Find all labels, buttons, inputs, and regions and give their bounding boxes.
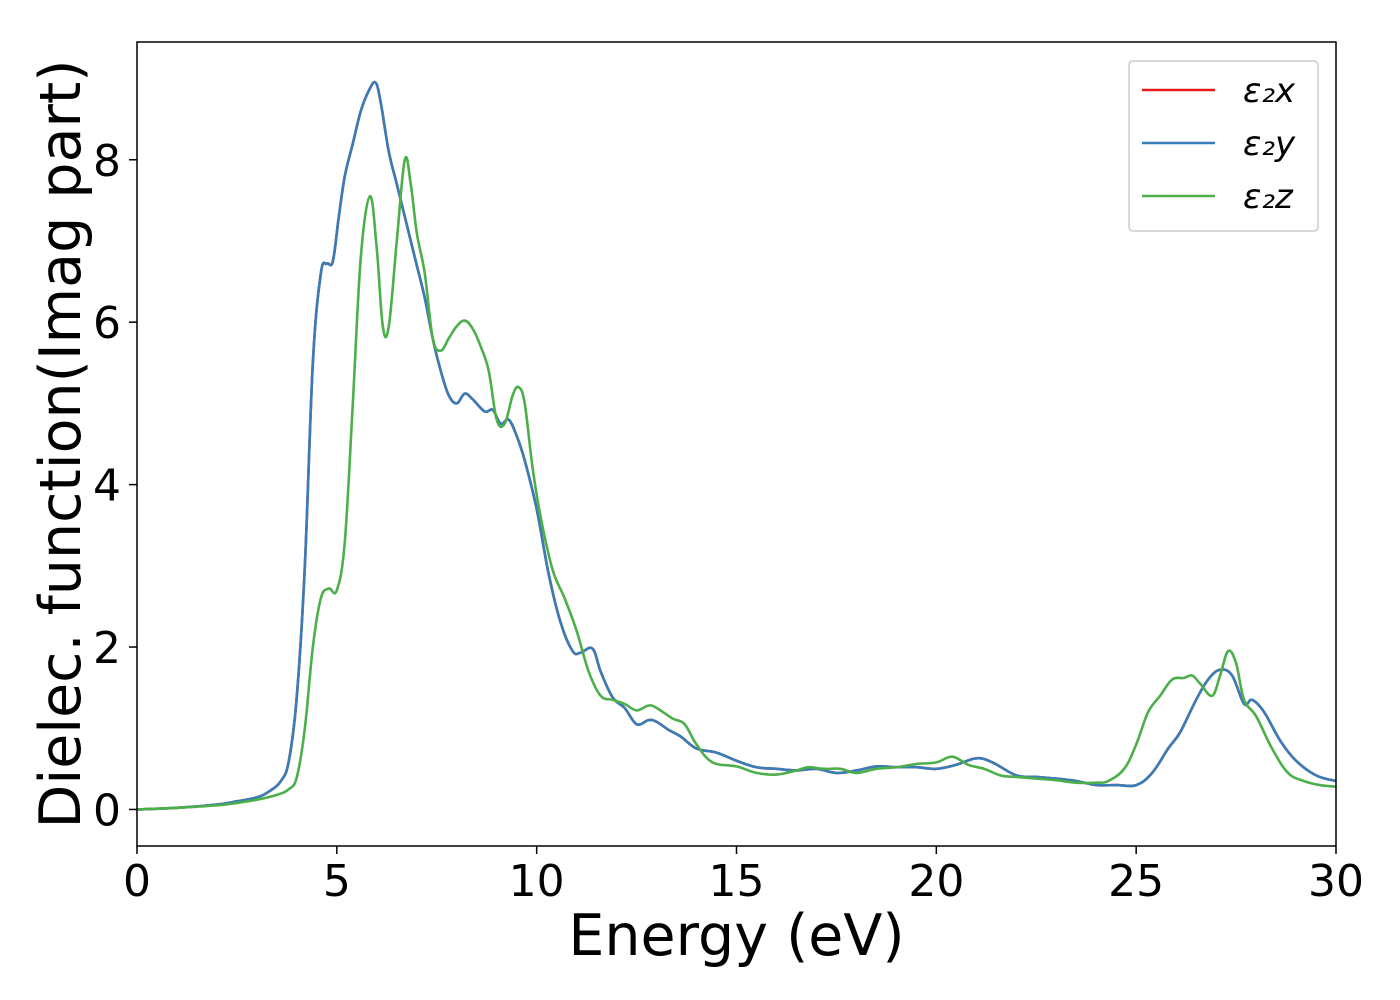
series-line-2 — [137, 80, 1336, 811]
x-tick-label: 25 — [1108, 856, 1164, 907]
y-axis-label: Dielec. function(Imag part) — [28, 59, 94, 828]
x-tick-label: 10 — [509, 856, 565, 907]
y-tick-label: 0 — [93, 785, 121, 836]
x-tick-label: 5 — [323, 856, 351, 907]
legend-label: ε₂y — [1243, 124, 1296, 164]
legend-box — [1128, 60, 1319, 232]
y-tick-label: 2 — [93, 623, 121, 674]
x-tick-label: 30 — [1308, 856, 1364, 907]
legend-entries: ε₂x ε₂y ε₂z — [1142, 71, 1296, 217]
axes-layer: 0 5 10 15 20 25 30 0 2 4 6 8 — [93, 136, 1364, 907]
series-layer — [137, 80, 1336, 811]
y-tick-label: 8 — [93, 136, 121, 187]
y-tick-label: 4 — [93, 461, 121, 512]
legend-label: ε₂x — [1243, 71, 1296, 111]
legend-label: ε₂z — [1243, 177, 1294, 217]
x-axis-label: Energy (eV) — [568, 903, 904, 969]
legend: ε₂x ε₂y ε₂z — [1128, 60, 1319, 232]
x-tick-label: 15 — [709, 856, 765, 907]
y-tick-label: 6 — [93, 298, 121, 349]
x-tick-label: 0 — [123, 856, 151, 907]
x-tick-label: 20 — [908, 856, 964, 907]
series-line-3 — [137, 156, 1336, 811]
